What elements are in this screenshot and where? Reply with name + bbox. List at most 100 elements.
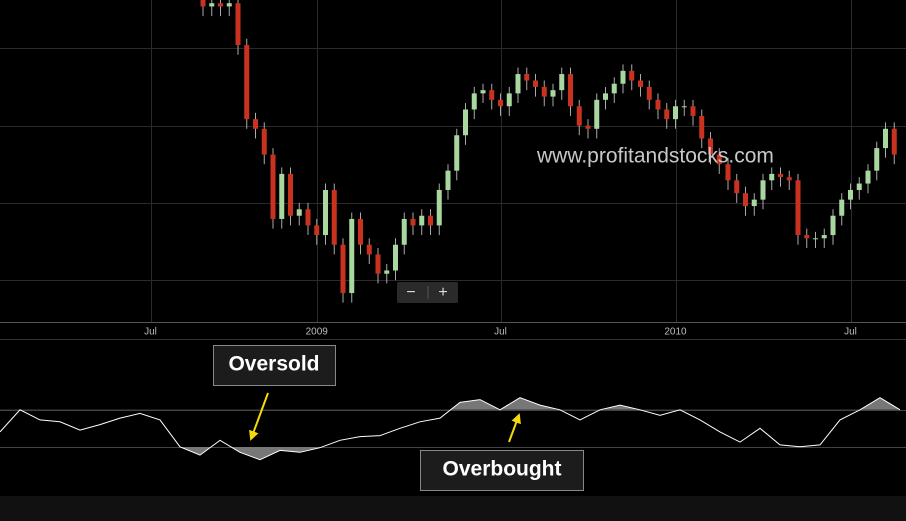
candle-body: [463, 109, 468, 136]
watermark: www.profitandstocks.com: [536, 145, 774, 168]
candle-body: [393, 244, 398, 271]
candle-body: [480, 90, 486, 94]
annotation-arrow: [249, 392, 269, 441]
candle-body: [778, 173, 783, 178]
candle-body: [708, 138, 713, 155]
candle-body: [419, 215, 425, 226]
candle-body: [638, 80, 643, 87]
candle-body: [743, 193, 748, 207]
candle-body: [253, 119, 258, 129]
candle-body: [848, 189, 853, 200]
candle-body: [725, 164, 731, 181]
candle-body: [664, 109, 670, 120]
candle-body: [786, 177, 792, 181]
x-axis: Jul 2009 Jul 2010 Jul: [144, 327, 857, 338]
candle-body: [699, 115, 705, 139]
candle-body: [883, 128, 888, 149]
oscillator-panel: [0, 397, 906, 461]
candle-body: [655, 99, 661, 110]
annotation-text: Oversold: [228, 353, 319, 376]
candle-body: [323, 189, 328, 236]
candle-body: [716, 154, 722, 165]
oscillator-line: [0, 397, 901, 461]
x-tick-label: 2010: [664, 327, 687, 338]
candle-body: [454, 135, 460, 171]
candle-body: [813, 238, 818, 240]
candle-body: [865, 170, 871, 184]
candle-body: [366, 244, 372, 255]
candle-body: [585, 125, 591, 129]
candle-body: [559, 74, 565, 91]
candle-body: [244, 45, 250, 120]
candle-body: [235, 3, 241, 46]
candle-body: [261, 128, 267, 155]
candle-body: [629, 70, 635, 81]
candle-body: [524, 74, 530, 81]
candle-body: [769, 173, 775, 181]
candle-body: [226, 3, 232, 7]
candle-body: [200, 0, 206, 7]
zoom-controls: − +: [397, 282, 458, 303]
candle-body: [349, 218, 355, 294]
candle-body: [340, 244, 346, 294]
candle-body: [428, 215, 433, 226]
candle-body: [314, 225, 320, 236]
candle-body: [445, 170, 451, 190]
candle-body: [891, 128, 897, 155]
candle-body: [690, 106, 696, 116]
oversold-area: [180, 447, 322, 460]
annotation-box: [420, 450, 584, 491]
candle-body: [611, 83, 617, 94]
candle-body: [533, 80, 538, 87]
x-tick-label: Jul: [144, 327, 157, 338]
candle-body: [305, 209, 311, 226]
candle-body: [358, 218, 363, 245]
candle-body: [471, 93, 477, 110]
candle-body: [401, 218, 407, 245]
x-tick-label: Jul: [844, 327, 857, 338]
candle-body: [568, 74, 573, 107]
candle-body: [795, 180, 801, 236]
candle-body: [209, 3, 215, 7]
candle-body: [673, 106, 678, 120]
candle-body: [498, 99, 503, 107]
candle-body: [436, 189, 442, 226]
candle-body: [541, 86, 547, 97]
candle-body: [218, 3, 223, 7]
candle-body: [830, 215, 836, 236]
annotation-oversold: Oversold: [213, 345, 336, 441]
candle-body: [375, 254, 381, 274]
candle-body: [410, 218, 416, 226]
candle-body: [515, 74, 521, 94]
candle-body: [734, 180, 740, 194]
candle-body: [856, 183, 862, 190]
annotation-arrow: [508, 413, 521, 443]
candle-body: [603, 93, 608, 100]
candle-body: [288, 173, 293, 216]
zoom-in[interactable]: +: [438, 284, 447, 301]
candle-body: [576, 106, 582, 126]
candle-body: [839, 199, 845, 216]
price-panel: [0, 0, 906, 322]
x-tick-label: 2009: [306, 327, 329, 338]
candle-body: [620, 70, 626, 84]
candle-body: [506, 93, 512, 107]
footer-bar: [0, 496, 906, 521]
candle-body: [331, 189, 337, 245]
candle-body: [646, 86, 652, 100]
candle-body: [296, 209, 302, 216]
candle-body: [681, 106, 687, 108]
annotation-text: Overbought: [443, 458, 562, 481]
candle-body: [751, 199, 757, 207]
candle-body: [384, 270, 390, 274]
candle-body: [279, 173, 285, 219]
x-tick-label: Jul: [494, 327, 507, 338]
zoom-out[interactable]: −: [406, 284, 415, 301]
candle-body: [594, 99, 600, 129]
candle-body: [821, 235, 827, 239]
annotation-overbought: Overbought: [420, 413, 584, 491]
candle-body: [874, 148, 880, 171]
candle-body: [804, 235, 810, 239]
